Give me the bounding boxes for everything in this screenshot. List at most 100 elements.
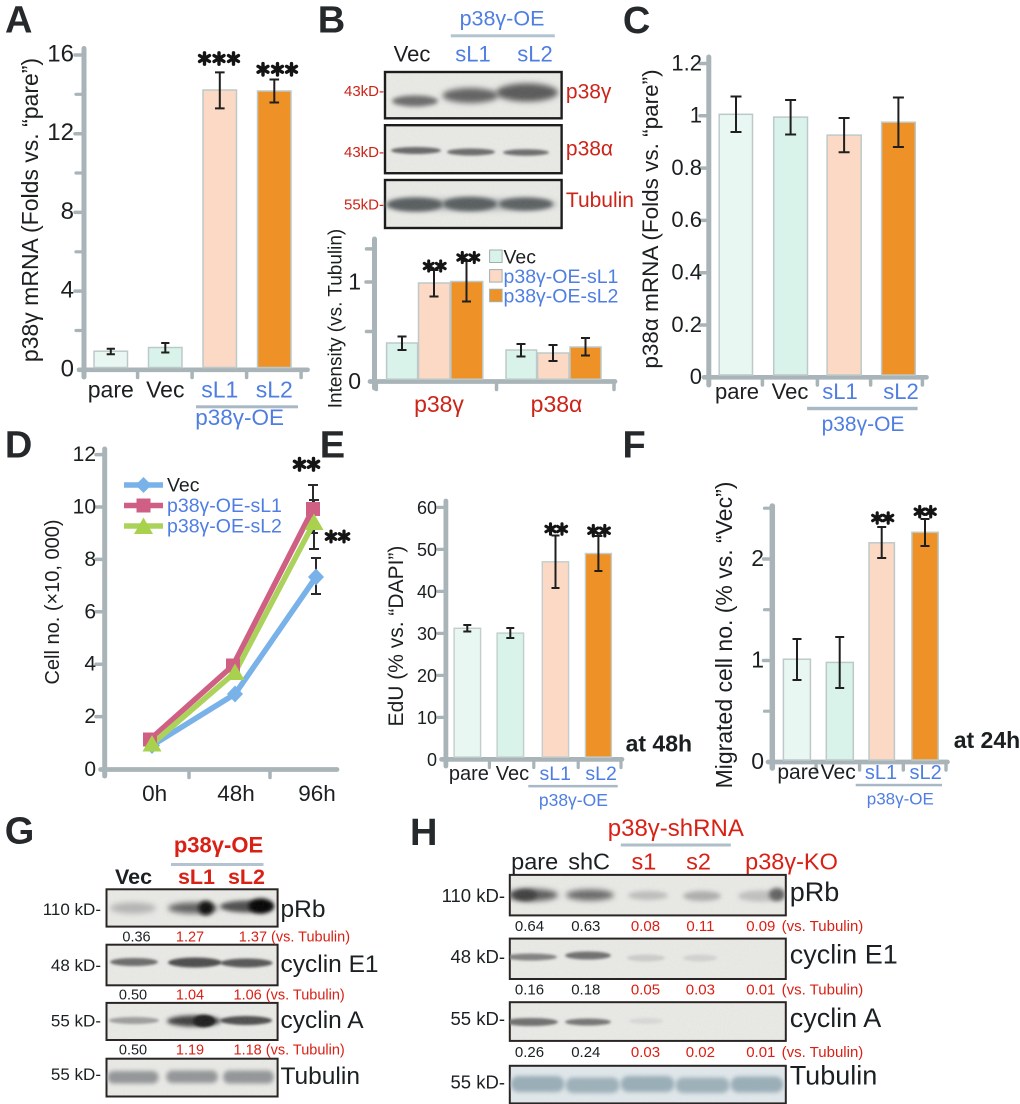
- svg-text:8: 8: [84, 548, 96, 571]
- svg-text:1.27: 1.27: [176, 930, 204, 946]
- svg-text:0.26: 0.26: [515, 1044, 544, 1061]
- svg-text:(vs. Tubulin): (vs. Tubulin): [782, 982, 864, 999]
- svg-text:43kD-: 43kD-: [344, 83, 384, 100]
- svg-text:p38α mRNA (Folds vs. “pare”): p38α mRNA (Folds vs. “pare”): [638, 69, 663, 368]
- svg-text:sL2: sL2: [517, 42, 552, 67]
- svg-text:55 kD-: 55 kD-: [451, 1008, 506, 1029]
- svg-text:40: 40: [417, 582, 437, 602]
- svg-text:p38γ-OE: p38γ-OE: [822, 413, 905, 436]
- svg-text:sL1: sL1: [455, 42, 490, 67]
- svg-text:1.37 (vs. Tubulin): 1.37 (vs. Tubulin): [239, 930, 350, 946]
- svg-text:Vec: Vec: [394, 42, 431, 67]
- svg-text:p38γ-OE: p38γ-OE: [867, 790, 934, 809]
- svg-text:Migrated cell no. (% vs. “Vec”: Migrated cell no. (% vs. “Vec”): [711, 482, 737, 789]
- svg-text:pare: pare: [511, 849, 558, 875]
- svg-text:30: 30: [417, 624, 437, 644]
- svg-text:0: 0: [348, 368, 361, 394]
- svg-text:Vec: Vec: [496, 763, 529, 785]
- svg-text:p38γ-OE: p38γ-OE: [539, 790, 608, 810]
- svg-text:0.63: 0.63: [571, 918, 600, 935]
- svg-text:0.36: 0.36: [122, 930, 150, 946]
- svg-text:0: 0: [690, 364, 702, 389]
- svg-text:0.01: 0.01: [746, 982, 775, 999]
- svg-text:4: 4: [61, 277, 74, 304]
- svg-text:p38γ-OE: p38γ-OE: [195, 405, 284, 430]
- svg-text:0: 0: [84, 758, 96, 781]
- svg-text:20: 20: [417, 666, 437, 686]
- svg-text:1.04: 1.04: [176, 988, 204, 1004]
- svg-text:Vec: Vec: [115, 865, 152, 889]
- svg-text:sL1: sL1: [865, 762, 897, 784]
- svg-text:p38γ-OE-sL2: p38γ-OE-sL2: [504, 286, 619, 308]
- svg-text:0: 0: [427, 750, 437, 770]
- svg-text:pRb: pRb: [790, 877, 840, 907]
- svg-text:pare: pare: [715, 379, 759, 404]
- svg-text:55 kD-: 55 kD-: [451, 1072, 506, 1093]
- svg-text:0.50: 0.50: [119, 1043, 147, 1059]
- svg-text:Tubulin: Tubulin: [790, 1060, 878, 1090]
- svg-text:0: 0: [61, 355, 74, 382]
- svg-text:p38α: p38α: [531, 391, 583, 417]
- svg-text:43kD-: 43kD-: [344, 144, 384, 161]
- svg-text:p38γ-OE: p38γ-OE: [460, 7, 545, 31]
- svg-text:C: C: [623, 0, 650, 42]
- svg-text:55 kD-: 55 kD-: [51, 1012, 101, 1031]
- svg-text:sL2: sL2: [256, 377, 293, 403]
- svg-text:Tubulin: Tubulin: [281, 1063, 360, 1090]
- svg-text:H: H: [410, 812, 437, 854]
- svg-text:10: 10: [417, 708, 437, 728]
- svg-text:0.09: 0.09: [746, 918, 775, 935]
- svg-text:1.06 (vs. Tubulin): 1.06 (vs. Tubulin): [234, 988, 345, 1004]
- svg-text:p38γ-OE-sL2: p38γ-OE-sL2: [167, 516, 282, 538]
- svg-text:8: 8: [61, 198, 74, 225]
- svg-text:Vec: Vec: [821, 761, 856, 784]
- svg-text:p38γ mRNA (Folds vs. “pare”): p38γ mRNA (Folds vs. “pare”): [17, 58, 43, 362]
- svg-text:0.11: 0.11: [686, 918, 714, 935]
- svg-text:0.8: 0.8: [671, 155, 702, 180]
- svg-text:Vec: Vec: [167, 475, 200, 497]
- svg-text:G: G: [5, 811, 35, 853]
- svg-text:(vs. Tubulin): (vs. Tubulin): [782, 1044, 864, 1061]
- svg-text:p38γ-OE-sL1: p38γ-OE-sL1: [504, 266, 619, 288]
- svg-text:cyclin A: cyclin A: [281, 1007, 365, 1034]
- svg-text:at 24h: at 24h: [954, 727, 1020, 753]
- svg-text:Tubulin: Tubulin: [566, 189, 634, 212]
- svg-text:p38γ-KO: p38γ-KO: [745, 849, 838, 875]
- svg-text:(vs. Tubulin): (vs. Tubulin): [782, 918, 864, 935]
- svg-text:12: 12: [73, 443, 96, 466]
- svg-text:2: 2: [751, 545, 764, 571]
- svg-text:Vec: Vec: [504, 246, 537, 268]
- svg-text:50: 50: [417, 540, 437, 560]
- svg-text:sL2: sL2: [585, 763, 616, 785]
- svg-text:D: D: [5, 430, 32, 467]
- svg-text:Vec: Vec: [772, 379, 809, 404]
- svg-text:6: 6: [84, 600, 96, 623]
- svg-text:1: 1: [751, 647, 764, 673]
- svg-text:EdU (% vs. “DAPI”): EdU (% vs. “DAPI”): [385, 546, 408, 727]
- svg-text:sL1: sL1: [822, 379, 857, 404]
- svg-text:cyclin E1: cyclin E1: [281, 951, 379, 978]
- svg-text:2: 2: [84, 705, 96, 728]
- svg-text:sL1: sL1: [178, 865, 215, 889]
- svg-text:1: 1: [690, 103, 702, 128]
- svg-text:B: B: [318, 0, 345, 42]
- svg-text:48 kD-: 48 kD-: [51, 956, 101, 975]
- svg-text:0: 0: [751, 748, 764, 774]
- svg-text:Cell no. (×10, 000): Cell no. (×10, 000): [42, 519, 64, 684]
- svg-text:1.18 (vs. Tubulin): 1.18 (vs. Tubulin): [234, 1043, 345, 1059]
- svg-text:p38γ: p38γ: [414, 391, 464, 417]
- svg-text:55kD-: 55kD-: [344, 197, 384, 214]
- svg-text:1: 1: [348, 269, 361, 295]
- svg-text:sL2: sL2: [883, 379, 918, 404]
- svg-text:12: 12: [47, 119, 74, 146]
- svg-text:cyclin A: cyclin A: [790, 1003, 882, 1033]
- svg-text:s2: s2: [686, 849, 711, 875]
- svg-text:p38γ: p38γ: [566, 80, 612, 103]
- svg-text:0.16: 0.16: [515, 982, 544, 999]
- svg-text:96h: 96h: [298, 781, 336, 806]
- svg-text:at 48h: at 48h: [626, 731, 692, 757]
- svg-text:48 kD-: 48 kD-: [451, 946, 506, 967]
- svg-text:0.24: 0.24: [571, 1044, 600, 1061]
- svg-text:0.02: 0.02: [686, 1044, 715, 1061]
- svg-text:p38γ-OE-sL1: p38γ-OE-sL1: [167, 495, 282, 517]
